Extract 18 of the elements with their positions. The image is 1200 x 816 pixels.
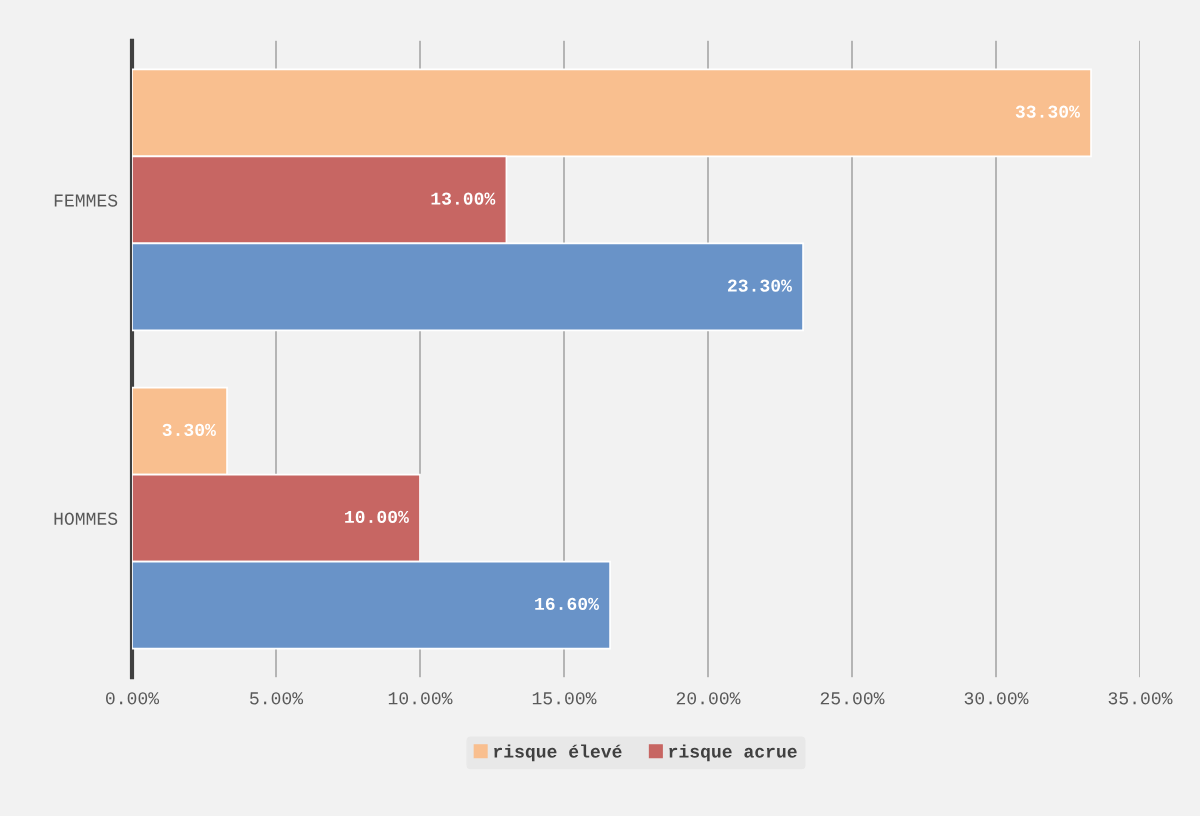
x-tick-label: 0.00% — [106, 692, 160, 705]
x-tick-label: 20.00% — [676, 692, 741, 705]
data-label: 13.00% — [431, 192, 496, 205]
x-tick-label: 5.00% — [250, 692, 304, 705]
x-tick-label: 30.00% — [964, 692, 1029, 705]
y-tick-label: HOMMES — [54, 512, 118, 525]
x-tick-label: 25.00% — [820, 692, 885, 705]
legend-label: risque acrue — [669, 744, 797, 762]
x-tick-label: 10.00% — [388, 692, 453, 705]
x-tick-label: 15.00% — [532, 692, 597, 705]
x-tick-label: 35.00% — [1108, 692, 1173, 705]
data-label: 23.30% — [728, 279, 792, 292]
data-label: 10.00% — [345, 510, 409, 524]
y-tick-label: FEMMES — [54, 194, 118, 207]
data-label: 33.30% — [1015, 105, 1080, 118]
legend-label: risque élevé — [494, 744, 622, 762]
data-label: 3.30% — [162, 423, 216, 437]
data-label: 16.60% — [535, 597, 599, 610]
